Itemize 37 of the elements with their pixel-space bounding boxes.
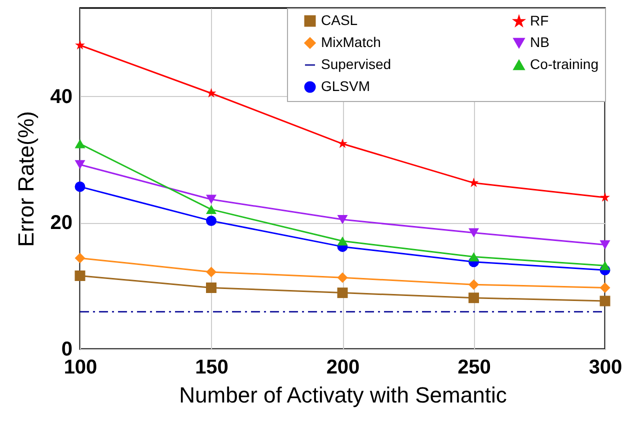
- point: [468, 252, 479, 262]
- legend-label: RF: [530, 12, 549, 28]
- point: [206, 88, 216, 98]
- point: [600, 282, 610, 293]
- point: [206, 194, 216, 204]
- point: [206, 216, 216, 226]
- point: [206, 204, 216, 214]
- x-tick-label: 150: [195, 356, 228, 378]
- y-tick-label: 40: [50, 86, 72, 108]
- point: [600, 240, 610, 250]
- legend-label: CASL: [321, 12, 358, 28]
- y-tick-label: 20: [50, 212, 72, 234]
- x-tick-label: 300: [588, 356, 622, 378]
- point: [74, 252, 86, 264]
- point: [74, 139, 86, 148]
- legend-label: Co-training: [530, 56, 598, 72]
- legend-label: Supervised: [321, 56, 392, 72]
- point: [337, 236, 348, 246]
- y-axis-title: Error Rate(%): [13, 111, 38, 247]
- legend-label: NB: [530, 34, 550, 50]
- legend-label: GLSVM: [321, 78, 370, 94]
- point: [337, 215, 348, 224]
- point: [75, 40, 85, 50]
- point: [600, 261, 610, 270]
- x-tick-label: 250: [458, 356, 491, 378]
- legend-label: MixMatch: [321, 34, 381, 50]
- point: [600, 192, 610, 202]
- point: [468, 228, 479, 238]
- x-axis-title: Number of Activaty with Semantic: [179, 382, 507, 408]
- point: [468, 279, 479, 290]
- point: [74, 160, 86, 170]
- point: [337, 272, 348, 283]
- point: [468, 178, 479, 188]
- point: [338, 138, 348, 148]
- point: [206, 266, 216, 278]
- point: [74, 181, 86, 192]
- x-tick-label: 200: [326, 356, 360, 378]
